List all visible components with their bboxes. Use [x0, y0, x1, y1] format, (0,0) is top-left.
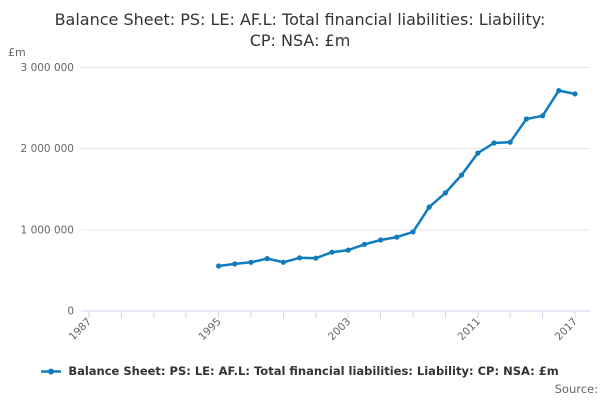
data-point-marker[interactable] — [523, 116, 530, 122]
data-point-marker[interactable] — [248, 259, 254, 265]
data-point-marker[interactable] — [572, 91, 578, 97]
x-axis-tick-label: 2011 — [456, 316, 483, 343]
data-point-marker[interactable] — [280, 259, 286, 265]
legend-dot — [48, 368, 55, 374]
data-point-marker[interactable] — [313, 255, 319, 261]
x-axis-tick-label: 2017 — [553, 316, 580, 343]
data-point-marker[interactable] — [264, 256, 270, 262]
y-axis-tick-label: 1 000 000 — [21, 224, 74, 236]
data-point-marker[interactable] — [394, 234, 400, 240]
x-axis-tick-label: 2003 — [326, 316, 353, 343]
y-axis-tick-label: 3 000 000 — [21, 62, 74, 74]
legend-series-marker-icon — [41, 368, 62, 374]
data-point-marker[interactable] — [297, 255, 303, 261]
data-point-marker[interactable] — [361, 241, 367, 247]
chart-title: Balance Sheet: PS: LE: AF.L: Total finan… — [54, 10, 546, 50]
data-point-marker[interactable] — [329, 249, 335, 255]
data-point-marker[interactable] — [426, 204, 432, 210]
data-point-marker[interactable] — [475, 150, 481, 156]
x-axis-tick-label: 1995 — [196, 316, 223, 343]
data-point-marker[interactable] — [459, 172, 465, 178]
y-axis-tick-label: 2 000 000 — [21, 143, 74, 155]
data-point-marker[interactable] — [442, 190, 448, 196]
x-axis-tick-label: 1987 — [67, 316, 94, 343]
source-label: Source: — [554, 382, 598, 396]
y-axis-tick-label: 0 — [67, 306, 74, 318]
data-point-marker[interactable] — [491, 140, 497, 146]
y-axis-unit-label: £m — [8, 46, 26, 59]
legend-label: Balance Sheet: PS: LE: AF.L: Total finan… — [68, 364, 559, 378]
data-point-marker[interactable] — [232, 261, 238, 267]
legend[interactable]: Balance Sheet: PS: LE: AF.L: Total finan… — [0, 362, 600, 380]
data-point-marker[interactable] — [410, 229, 416, 235]
data-point-marker[interactable] — [216, 263, 222, 269]
data-point-marker[interactable] — [556, 88, 562, 94]
data-point-marker[interactable] — [507, 139, 513, 145]
data-point-marker[interactable] — [345, 247, 351, 253]
data-point-marker[interactable] — [378, 237, 384, 243]
data-point-marker[interactable] — [540, 113, 546, 119]
